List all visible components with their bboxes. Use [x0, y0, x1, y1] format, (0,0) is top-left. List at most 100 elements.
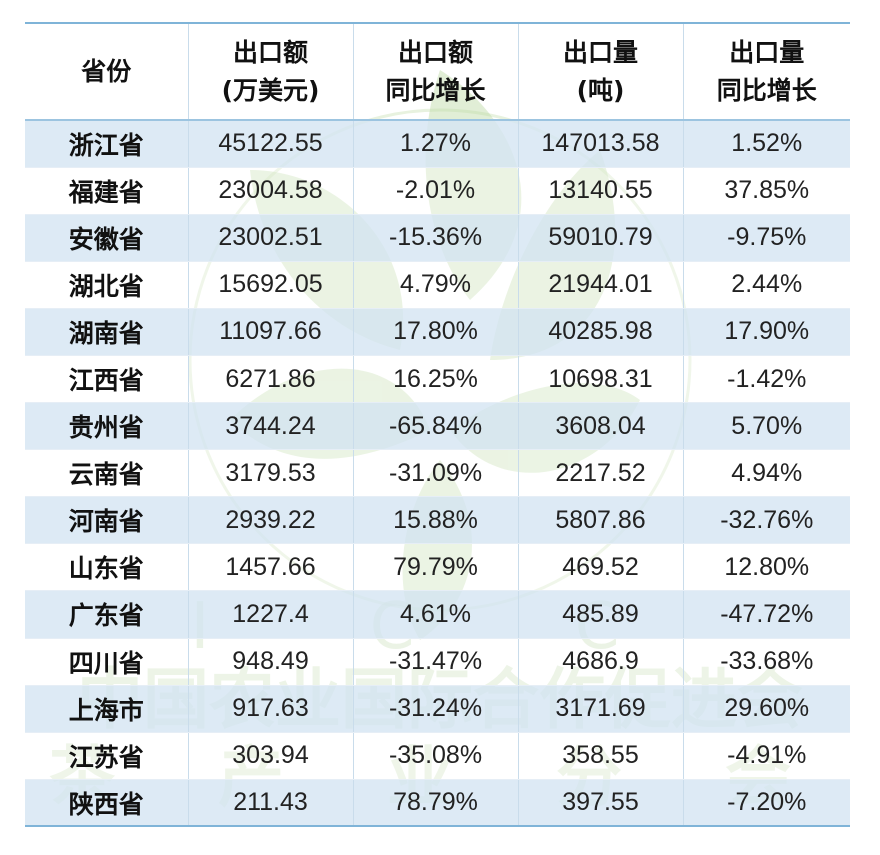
export-volume-cell: 2217.52	[517, 449, 683, 498]
export-value-yoy-cell: 15.88%	[352, 496, 518, 545]
export-value-cell: 23002.51	[187, 214, 353, 262]
export-value-cell: 948.49	[187, 638, 353, 686]
export-value-cell: 15692.05	[187, 261, 353, 309]
export-volume-yoy-cell: 5.70%	[682, 402, 850, 451]
export-value-cell: 45122.55	[187, 120, 353, 168]
export-value-cell: 303.94	[187, 732, 353, 780]
export-volume-yoy-cell: -47.72%	[682, 590, 850, 639]
table-row: 安徽省 23002.51 -15.36% 59010.79 -9.75%	[25, 214, 850, 262]
export-value-cell: 6271.86	[187, 355, 353, 404]
table-row: 湖北省 15692.05 4.79% 21944.01 2.44%	[25, 261, 850, 309]
export-volume-yoy-cell: -9.75%	[682, 214, 850, 262]
province-cell: 陕西省	[25, 779, 188, 828]
export-value-yoy-cell: -31.47%	[352, 638, 518, 686]
export-volume-yoy-cell: 17.90%	[682, 308, 850, 356]
export-table-container: 省份 出口额 (万美元) 出口额同比增长 出口量 (吨) 出口量同比增长 浙江省 45122.…	[25, 22, 850, 828]
table-row: 陕西省 211.43 78.79% 397.55 -7.20%	[25, 779, 850, 828]
export-value-yoy-cell: -31.09%	[352, 449, 518, 498]
province-cell: 江苏省	[25, 732, 188, 780]
export-volume-cell: 147013.58	[517, 120, 683, 168]
export-volume-cell: 4686.9	[517, 638, 683, 686]
export-volume-cell: 397.55	[517, 779, 683, 828]
header-export-volume-yoy: 出口量 同比增长	[682, 22, 850, 121]
header-province: 省份	[25, 22, 188, 121]
province-export-table: 省份 出口额 (万美元) 出口额同比增长 出口量 (吨) 出口量同比增长 浙江省 45122.…	[25, 22, 850, 828]
table-row: 上海市 917.63 -31.24% 3171.69 29.60%	[25, 685, 850, 733]
table-row: 河南省 2939.22 15.88% 5807.86 -32.76%	[25, 496, 850, 545]
export-value-yoy-cell: 79.79%	[352, 543, 518, 592]
province-cell: 江西省	[25, 355, 188, 404]
province-cell: 湖北省	[25, 261, 188, 309]
export-volume-yoy-cell: 2.44%	[682, 261, 850, 309]
header-export-volume: 出口量 (吨)	[517, 22, 683, 121]
export-value-cell: 211.43	[187, 779, 353, 828]
export-volume-yoy-cell: -32.76%	[682, 496, 850, 545]
export-volume-yoy-cell: 29.60%	[682, 685, 850, 733]
export-volume-cell: 3171.69	[517, 685, 683, 733]
header-line1: 出口额	[397, 37, 473, 67]
export-value-cell: 1227.4	[187, 590, 353, 639]
export-volume-yoy-cell: -4.91%	[682, 732, 850, 780]
province-cell: 河南省	[25, 496, 188, 545]
province-cell: 浙江省	[25, 120, 188, 168]
table-row: 江苏省 303.94 -35.08% 358.55 -4.91%	[25, 732, 850, 780]
export-value-cell: 3744.24	[187, 402, 353, 451]
export-volume-cell: 40285.98	[517, 308, 683, 356]
export-value-cell: 3179.53	[187, 449, 353, 498]
province-cell: 安徽省	[25, 214, 188, 262]
table-body: 浙江省 45122.55 1.27% 147013.58 1.52% 福建省 23004.5…	[25, 120, 850, 828]
export-value-yoy-cell: 4.61%	[352, 590, 518, 639]
export-value-yoy-cell: 16.25%	[352, 355, 518, 404]
header-line1: 省份	[81, 56, 132, 86]
export-volume-cell: 21944.01	[517, 261, 683, 309]
export-volume-cell: 485.89	[517, 590, 683, 639]
table-row: 湖南省 11097.66 17.80% 40285.98 17.90%	[25, 308, 850, 356]
province-cell: 湖南省	[25, 308, 188, 356]
header-row: 省份 出口额 (万美元) 出口额同比增长 出口量 (吨) 出口量同比增长	[25, 22, 850, 121]
export-value-yoy-cell: -31.24%	[352, 685, 518, 733]
export-volume-yoy-cell: -33.68%	[682, 638, 850, 686]
export-value-yoy-cell: 1.27%	[352, 120, 518, 168]
table-row: 贵州省 3744.24 -65.84% 3608.04 5.70%	[25, 402, 850, 451]
header-line2: 同比增长	[385, 75, 486, 105]
export-volume-yoy-cell: 12.80%	[682, 543, 850, 592]
table-row: 云南省 3179.53 -31.09% 2217.52 4.94%	[25, 449, 850, 498]
export-value-cell: 1457.66	[187, 543, 353, 592]
province-cell: 上海市	[25, 685, 188, 733]
export-value-cell: 917.63	[187, 685, 353, 733]
export-value-yoy-cell: -2.01%	[352, 167, 518, 215]
header-line1: 出口量	[562, 37, 638, 67]
header-line2: 同比增长	[716, 75, 817, 105]
province-cell: 四川省	[25, 638, 188, 686]
table-row: 浙江省 45122.55 1.27% 147013.58 1.52%	[25, 120, 850, 168]
export-volume-yoy-cell: 4.94%	[682, 449, 850, 498]
export-volume-cell: 358.55	[517, 732, 683, 780]
export-volume-yoy-cell: -7.20%	[682, 779, 850, 828]
table-row: 广东省 1227.4 4.61% 485.89 -47.72%	[25, 590, 850, 639]
export-value-yoy-cell: 78.79%	[352, 779, 518, 828]
export-value-cell: 2939.22	[187, 496, 353, 545]
table-header: 省份 出口额 (万美元) 出口额同比增长 出口量 (吨) 出口量同比增长	[25, 22, 850, 121]
header-line1: 出口额	[232, 37, 308, 67]
export-volume-cell: 13140.55	[517, 167, 683, 215]
header-export-value-yoy: 出口额 同比增长	[352, 22, 518, 121]
province-cell: 福建省	[25, 167, 188, 215]
export-volume-cell: 469.52	[517, 543, 683, 592]
export-volume-cell: 5807.86	[517, 496, 683, 545]
export-value-yoy-cell: 17.80%	[352, 308, 518, 356]
header-export-value: 出口额 (万美元)	[187, 22, 353, 121]
export-volume-yoy-cell: 1.52%	[682, 120, 850, 168]
export-volume-yoy-cell: 37.85%	[682, 167, 850, 215]
province-cell: 贵州省	[25, 402, 188, 451]
table-row: 四川省 948.49 -31.47% 4686.9 -33.68%	[25, 638, 850, 686]
header-line2: (万美元)	[221, 75, 320, 105]
table-row: 福建省 23004.58 -2.01% 13140.55 37.85%	[25, 167, 850, 215]
export-value-yoy-cell: -65.84%	[352, 402, 518, 451]
header-line2: (吨)	[576, 75, 625, 105]
table-row: 山东省 1457.66 79.79% 469.52 12.80%	[25, 543, 850, 592]
table-row: 江西省 6271.86 16.25% 10698.31 -1.42%	[25, 355, 850, 404]
province-cell: 山东省	[25, 543, 188, 592]
export-volume-cell: 10698.31	[517, 355, 683, 404]
province-cell: 云南省	[25, 449, 188, 498]
header-line1: 出口量	[729, 37, 805, 67]
